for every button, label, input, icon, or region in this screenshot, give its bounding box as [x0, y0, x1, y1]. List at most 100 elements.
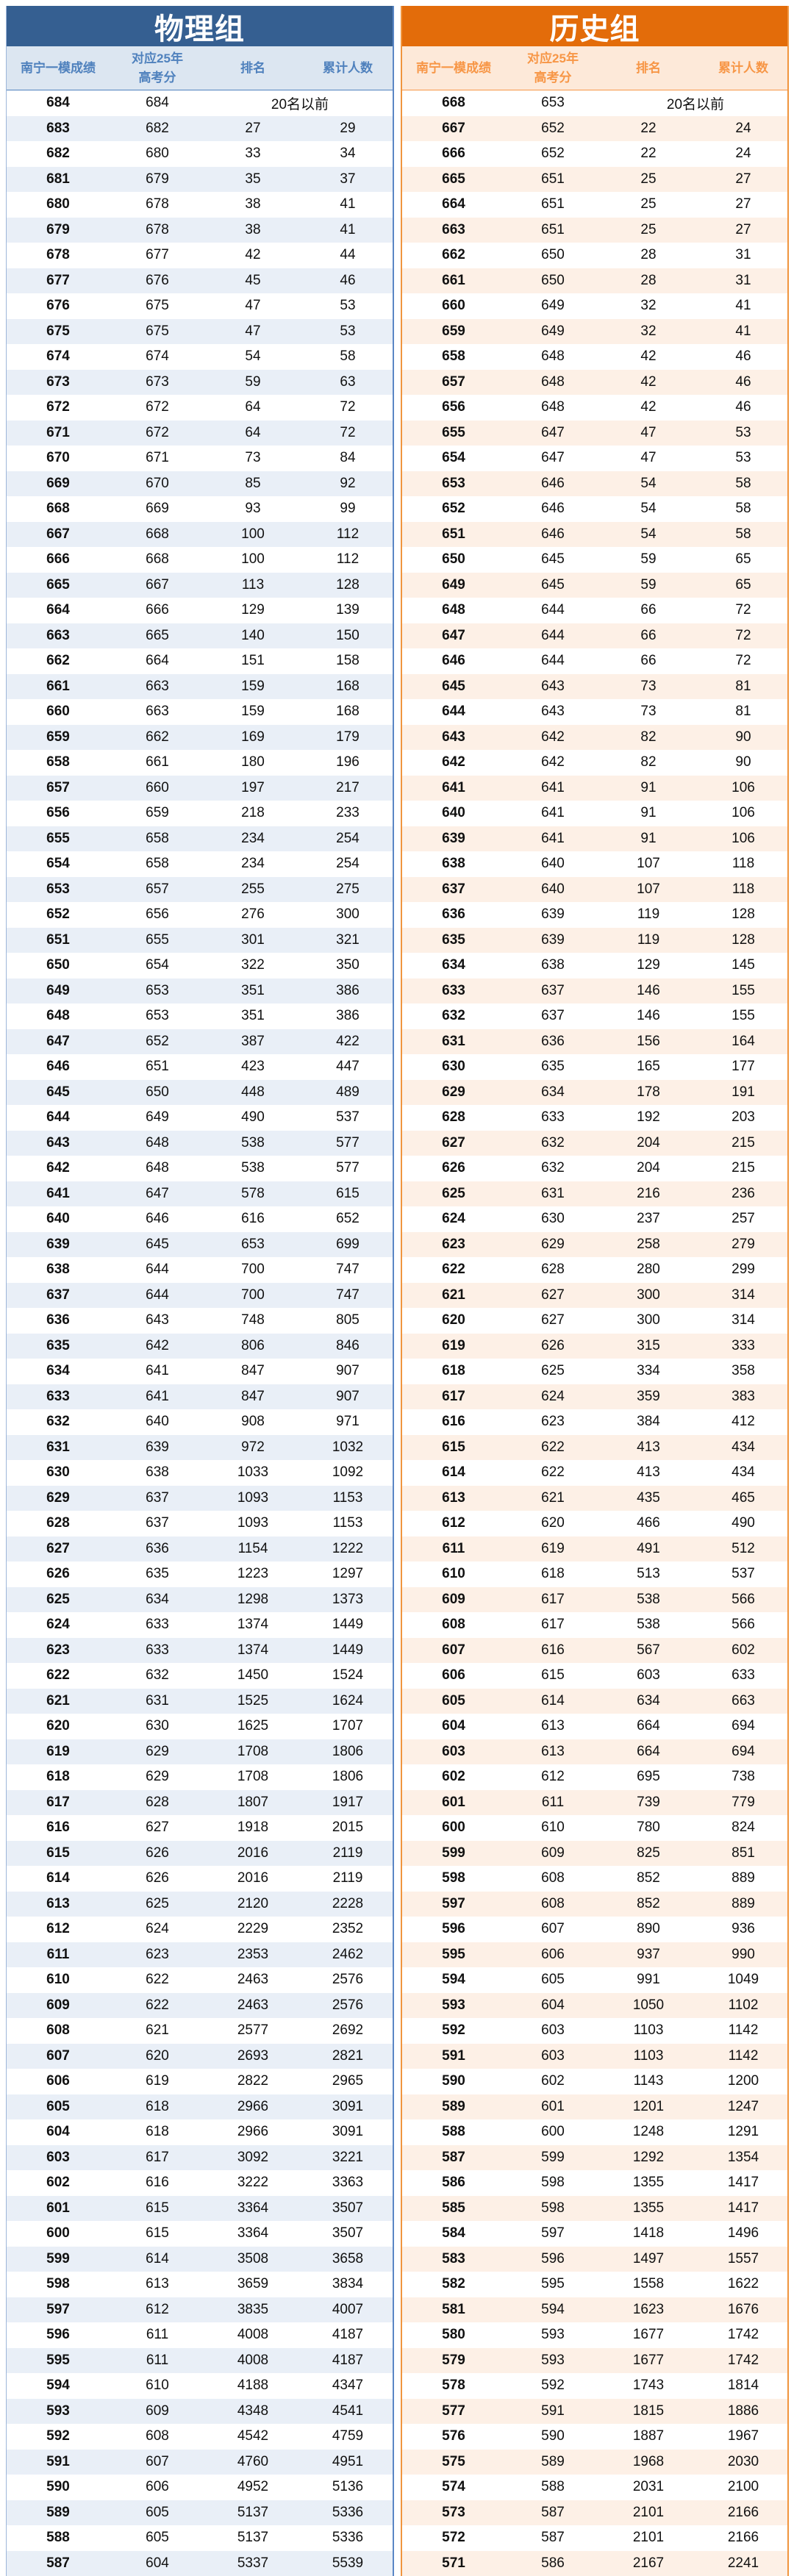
gaokao-score-cell: 610 [505, 1820, 601, 1836]
gaokao-score-cell: 618 [110, 2099, 205, 2115]
yimo-score-cell: 673 [7, 374, 110, 390]
yimo-score-cell: 585 [402, 2200, 505, 2217]
rank-cell: 2822 [205, 2073, 301, 2089]
rank-cell: 1143 [601, 2073, 696, 2089]
rank-cell: 466 [601, 1515, 696, 1531]
yimo-score-cell: 597 [7, 2302, 110, 2318]
cumulative-cell: 41 [696, 298, 790, 314]
gaokao-score-cell: 616 [110, 2175, 205, 2191]
gaokao-score-cell: 622 [110, 1997, 205, 2014]
rank-cell: 234 [205, 856, 301, 872]
cumulative-cell: 72 [696, 602, 790, 618]
rank-cell: 413 [601, 1464, 696, 1481]
gaokao-score-cell: 640 [110, 1414, 205, 1430]
yimo-score-cell: 580 [402, 2327, 505, 2343]
gaokao-score-cell: 620 [110, 2048, 205, 2064]
cumulative-cell: 72 [301, 425, 395, 441]
cumulative-cell: 3363 [301, 2175, 395, 2191]
cumulative-cell: 2030 [696, 2454, 790, 2470]
cumulative-cell: 118 [696, 881, 790, 898]
rank-cell: 695 [601, 1769, 696, 1785]
gaokao-score-cell: 601 [505, 2099, 601, 2115]
rank-cell: 59 [205, 374, 301, 390]
cumulative-cell: 299 [696, 1262, 790, 1278]
rank-cell: 73 [601, 704, 696, 720]
gaokao-score-cell: 592 [505, 2378, 601, 2394]
gaokao-score-cell: 641 [505, 805, 601, 821]
rank-cell: 1374 [205, 1617, 301, 1633]
cumulative-cell: 577 [301, 1135, 395, 1151]
rank-cell: 490 [205, 1109, 301, 1126]
gaokao-score-cell: 598 [505, 2175, 601, 2191]
gaokao-score-cell: 641 [505, 780, 601, 796]
yimo-score-cell: 588 [402, 2124, 505, 2140]
gaokao-score-cell: 680 [110, 146, 205, 162]
rank-cell: 315 [601, 1338, 696, 1354]
yimo-score-cell: 598 [7, 2276, 110, 2292]
rank-cell: 1918 [205, 1820, 301, 1836]
rank-cell: 1708 [205, 1769, 301, 1785]
yimo-score-cell: 577 [402, 2403, 505, 2419]
history-header-row: 南宁一模成绩 对应25年 高考分 排名 累计人数 [402, 46, 787, 90]
rank-cell: 4952 [205, 2479, 301, 2495]
rank-cell: 2016 [205, 1870, 301, 1886]
yimo-score-cell: 654 [7, 856, 110, 872]
rank-cell: 113 [205, 577, 301, 593]
rank-cell: 54 [601, 526, 696, 543]
rank-cell: 1677 [601, 2353, 696, 2369]
yimo-score-cell: 611 [7, 1947, 110, 1963]
yimo-score-cell: 614 [402, 1464, 505, 1481]
rank-cell: 22 [601, 121, 696, 137]
rank-cell: 54 [601, 501, 696, 517]
yimo-score-cell: 663 [402, 222, 505, 238]
cumulative-cell: 27 [696, 196, 790, 212]
rank-cell: 159 [205, 704, 301, 720]
cumulative-cell: 1707 [301, 1718, 395, 1734]
cumulative-cell: 694 [696, 1744, 790, 1760]
cumulative-cell: 53 [301, 298, 395, 314]
rank-cell: 146 [601, 983, 696, 999]
rank-cell: 2966 [205, 2124, 301, 2140]
gaokao-score-cell: 644 [110, 1262, 205, 1278]
gaokao-score-cell: 617 [505, 1592, 601, 1608]
rank-cell: 1525 [205, 1693, 301, 1709]
cumulative-cell: 4541 [301, 2403, 395, 2419]
gaokao-score-cell: 615 [505, 1667, 601, 1684]
cumulative-cell: 31 [696, 247, 790, 263]
gaokao-score-cell: 655 [110, 932, 205, 948]
rank-cell: 634 [601, 1693, 696, 1709]
cumulative-cell: 4951 [301, 2454, 395, 2470]
gaokao-score-cell: 650 [110, 1084, 205, 1101]
cumulative-cell: 168 [301, 679, 395, 695]
gaokao-score-cell: 647 [110, 1186, 205, 1202]
cumulative-cell: 168 [301, 704, 395, 720]
cumulative-cell: 512 [696, 1541, 790, 1557]
rank-cell: 42 [601, 348, 696, 365]
rank-cell: 1815 [601, 2403, 696, 2419]
rank-cell: 1355 [601, 2175, 696, 2191]
cumulative-cell: 1297 [301, 1566, 395, 1582]
gaokao-score-cell: 644 [505, 628, 601, 644]
yimo-score-cell: 655 [402, 425, 505, 441]
rank-cell: 25 [601, 222, 696, 238]
gaokao-score-cell: 659 [110, 805, 205, 821]
gaokao-score-cell: 605 [110, 2505, 205, 2521]
yimo-score-cell: 574 [402, 2479, 505, 2495]
cumulative-cell: 889 [696, 1896, 790, 1912]
